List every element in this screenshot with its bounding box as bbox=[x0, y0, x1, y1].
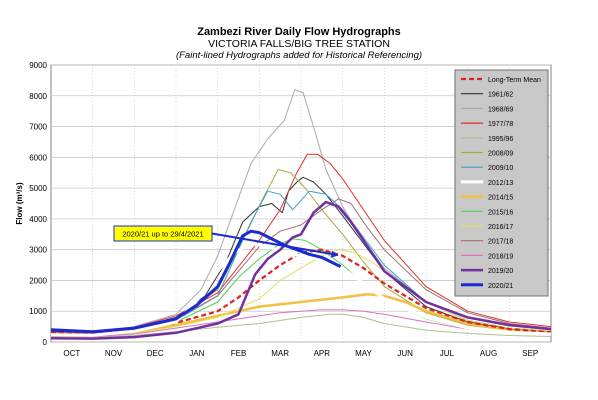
series-line-2019-20 bbox=[50, 200, 552, 340]
series-line-1995-96 bbox=[50, 313, 552, 338]
legend-label: 2014/15 bbox=[488, 195, 513, 202]
series-line-1977-78 bbox=[50, 153, 552, 333]
series-line-2018-19 bbox=[50, 309, 552, 337]
legend-label: 2017/18 bbox=[488, 239, 513, 246]
x-tick-label: OCT bbox=[63, 349, 80, 358]
x-tick-label: AUG bbox=[480, 349, 497, 358]
y-tick-label: 0 bbox=[43, 338, 48, 347]
annotation-arrow bbox=[211, 232, 335, 256]
y-tick-label: 5000 bbox=[29, 184, 47, 193]
x-tick-label: JUL bbox=[440, 349, 455, 358]
legend-label: 2016/17 bbox=[488, 224, 513, 231]
legend-label: 2015/16 bbox=[488, 209, 513, 216]
y-tick-label: 7000 bbox=[29, 123, 47, 132]
series-line-2020-21 bbox=[50, 229, 342, 334]
x-tick-label: FEB bbox=[231, 349, 247, 358]
y-tick-label: 6000 bbox=[29, 153, 47, 162]
legend-label: 2008/09 bbox=[488, 151, 513, 158]
legend-label: 2018/19 bbox=[488, 253, 513, 260]
x-tick-label: APR bbox=[314, 349, 331, 358]
y-tick-label: 4000 bbox=[29, 215, 47, 224]
legend-label: 2019/20 bbox=[488, 268, 513, 275]
chart-note: (Faint-lined Hydrographs added for Histo… bbox=[175, 50, 423, 61]
x-tick-label: SEP bbox=[522, 349, 538, 358]
legend-label: 1977/78 bbox=[488, 121, 513, 128]
x-tick-label: JUN bbox=[397, 349, 413, 358]
series-line-long-term-mean bbox=[50, 248, 552, 335]
y-tick-label: 1000 bbox=[29, 307, 47, 316]
chart-subtitle: VICTORIA FALLS/BIG TREE STATION bbox=[208, 38, 390, 50]
annotation-label: 2020/21 up to 29/4/2021 bbox=[122, 230, 203, 239]
legend-label: 2009/10 bbox=[488, 165, 513, 172]
legend-label: 1961/62 bbox=[488, 92, 513, 99]
chart-titles: Zambezi River Daily Flow Hydrographs VIC… bbox=[0, 26, 598, 62]
y-tick-label: 3000 bbox=[29, 246, 47, 255]
annotation-arrowhead bbox=[330, 250, 339, 258]
x-tick-label: DEC bbox=[147, 349, 164, 358]
legend-label: Long-Term Mean bbox=[488, 77, 541, 84]
y-tick-label: 9000 bbox=[29, 61, 47, 70]
legend-label: 1968/69 bbox=[488, 106, 513, 113]
legend-label: 2020/21 bbox=[488, 283, 513, 290]
legend-label: 2012/13 bbox=[488, 180, 513, 187]
legend-label: 1995/96 bbox=[488, 136, 513, 143]
x-tick-label: MAY bbox=[355, 349, 372, 358]
y-axis-label: Flow (m³/s) bbox=[15, 182, 24, 225]
x-tick-label: JAN bbox=[189, 349, 204, 358]
series-line-2012-13 bbox=[50, 242, 552, 337]
series-line-2014-15 bbox=[50, 293, 552, 338]
x-tick-label: MAR bbox=[271, 349, 289, 358]
x-tick-label: NOV bbox=[105, 349, 123, 358]
y-tick-label: 2000 bbox=[29, 276, 47, 285]
chart-title: Zambezi River Daily Flow Hydrographs bbox=[197, 26, 401, 38]
y-tick-label: 8000 bbox=[29, 92, 47, 101]
